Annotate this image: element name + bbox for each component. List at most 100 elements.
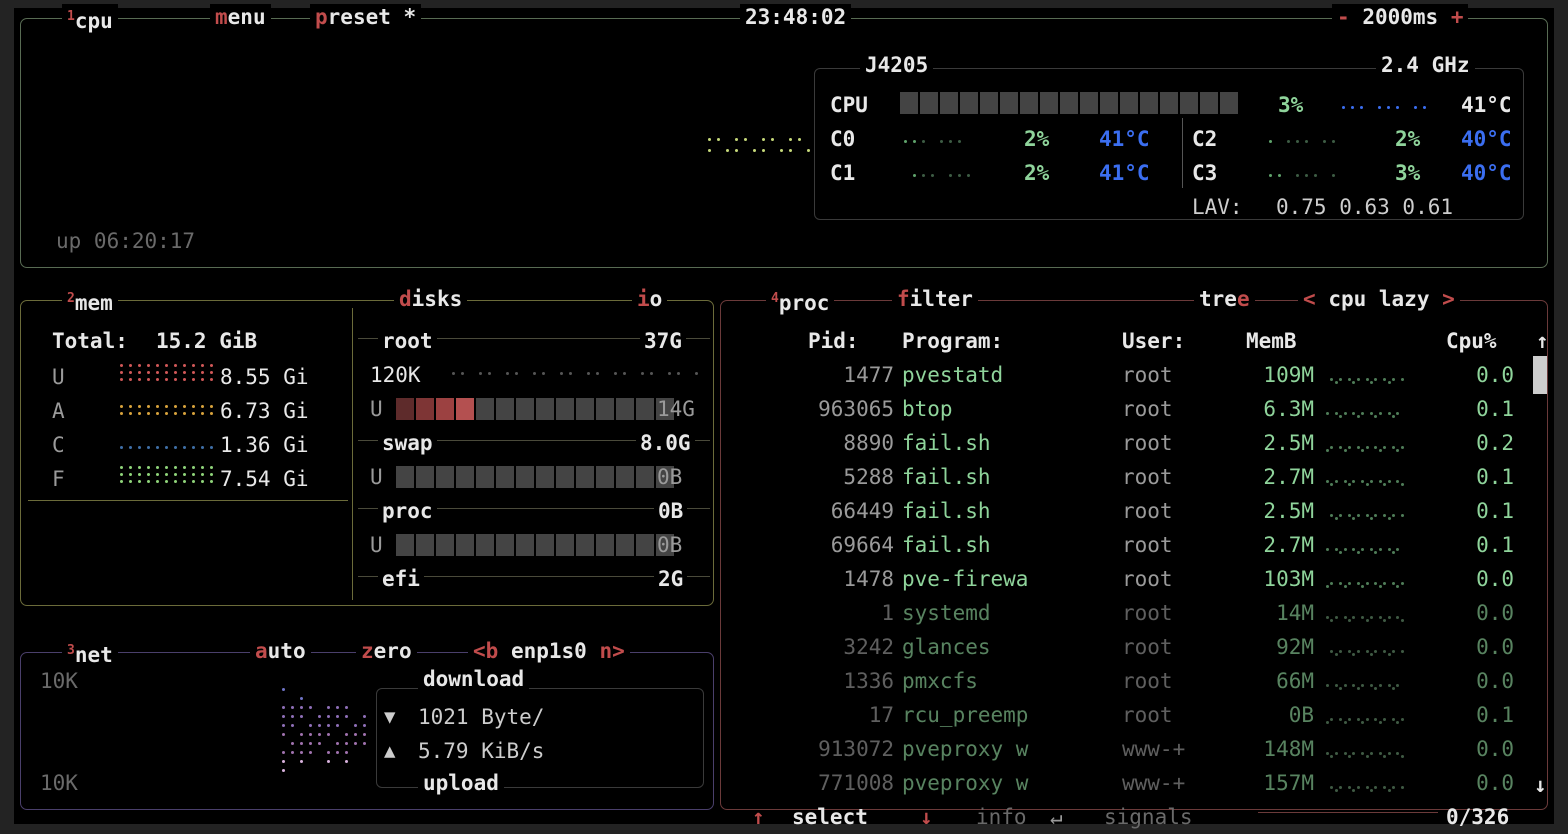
net-zero-toggle[interactable]: zero [356,638,417,664]
disk-rule-proc [358,508,710,509]
proc-tree-toggle[interactable]: tree [1194,286,1255,312]
proc-cell-cpu: 0.0 [1476,771,1514,795]
proc-cell-cpu: 0.0 [1476,669,1514,693]
proc-cell-program: fail.sh [902,431,991,455]
proc-panel-title[interactable]: 4proc [766,286,835,315]
proc-scrollbar-thumb[interactable] [1533,356,1547,394]
proc-footer-info-label[interactable]: info [976,805,1027,829]
mem-row-value-1: 6.73 Gi [220,399,309,423]
mem-divider [28,500,348,501]
cpu-panel-title-label: cpu [74,9,113,33]
proc-cell-mem: 0B [1288,703,1314,727]
net-scale-bottom: 10K [40,771,78,795]
cpu-preset-button[interactable]: preset * [310,4,422,30]
disk-name-0: root [378,324,437,358]
net-prev-interface-button[interactable]: <b [473,639,499,663]
proc-cell-user: root [1122,567,1173,591]
proc-col-user[interactable]: User: [1122,329,1186,353]
net-speed-box [376,688,704,788]
proc-cell-program: pve-firewa [902,567,1029,591]
proc-cell-cpu: 0.2 [1476,431,1514,455]
proc-sort-arrow-icon: ↑ [1536,329,1549,353]
proc-cpu-sparkline [1326,684,1406,690]
proc-cpu-sparkline [1326,514,1406,520]
proc-cell-user: root [1122,499,1173,523]
proc-cell-cpu: 0.0 [1476,363,1514,387]
proc-cell-pid: 1 [881,601,894,625]
proc-cpu-sparkline [1326,650,1406,656]
cpu-panel-index: 1 [67,9,75,24]
core-graph-2 [1269,140,1349,148]
uptime-label: up 06:20:17 [56,229,196,253]
proc-cell-mem: 14M [1276,601,1314,625]
proc-cell-user: www-+ [1122,737,1186,761]
proc-filter-button[interactable]: filter [892,286,978,312]
cpu-history-graph [708,138,818,168]
proc-cell-user: root [1122,465,1173,489]
disk-rule-swap [358,440,710,441]
proc-filter-label: ilter [909,287,973,311]
net-download-value: 1021 Byte/ [418,705,545,729]
net-panel-index: 3 [67,643,75,658]
cpu-panel-title[interactable]: 1cpu [62,4,118,33]
net-interface-selector[interactable]: <b enp1s0 n> [468,638,630,664]
proc-col-pid[interactable]: Pid: [808,329,859,353]
proc-cell-program: pvestatd [902,363,1004,387]
proc-col-mem[interactable]: MemB [1246,329,1297,353]
interval-minus-button[interactable]: - [1337,5,1350,29]
proc-sort-field: cpu lazy [1328,287,1430,311]
disks-title-label: isks [411,287,463,311]
proc-cell-pid: 1336 [843,669,894,693]
proc-scroll-down-icon[interactable]: ↓ [1534,773,1547,797]
proc-cell-pid: 5288 [843,465,894,489]
proc-cell-pid: 17 [868,703,894,727]
proc-footer-down-icon[interactable]: ↓ [920,805,933,829]
proc-footer-up-icon[interactable]: ↑ [752,805,765,829]
disks-title[interactable]: disks [394,286,468,312]
mem-panel [20,300,714,606]
net-panel-title[interactable]: 3net [62,638,118,667]
proc-sort-prev-button[interactable]: < [1303,287,1316,311]
proc-tree-label: tre [1199,287,1237,311]
proc-cell-program: btop [902,397,953,421]
net-next-interface-button[interactable]: n> [599,639,625,663]
cpu-preset-label: reset [327,5,391,29]
disks-io-toggle[interactable]: io [632,286,668,312]
proc-footer-signals-label[interactable]: signals [1104,805,1193,829]
proc-cell-cpu: 0.0 [1476,737,1514,761]
mem-row-key-1: A [52,399,65,423]
disk-size-0: 37G [640,324,686,358]
proc-col-program[interactable]: Program: [902,329,1004,353]
proc-cpu-sparkline [1326,548,1406,554]
mem-row-key-2: C [52,433,65,457]
proc-cell-mem: 92M [1276,635,1314,659]
proc-cell-cpu: 0.0 [1476,601,1514,625]
proc-cell-program: pmxcfs [902,669,978,693]
mem-row-value-2: 1.36 Gi [220,433,309,457]
mem-row-graph-3 [120,466,220,492]
mem-panel-index: 2 [67,291,75,306]
cpu-clock-label: 23:48:02 [745,5,847,29]
disk-free-1: 0B [657,465,683,489]
net-auto-toggle[interactable]: auto [250,638,311,664]
net-upload-value: 5.79 KiB/s [418,739,545,763]
proc-cpu-sparkline [1326,480,1406,486]
cpu-interval-controls[interactable]: - 2000ms + [1332,4,1469,30]
proc-cpu-sparkline [1326,718,1406,724]
cpu-detail-box [814,68,1524,220]
core-temp-1: 41°C [1099,161,1150,185]
proc-panel [720,300,1548,810]
proc-col-cpu[interactable]: Cpu% [1446,329,1497,353]
cpu-total-row-label: CPU [830,93,868,117]
net-upload-label: upload [418,770,504,796]
interval-plus-button[interactable]: + [1450,5,1464,29]
proc-sort-next-button[interactable]: > [1442,287,1455,311]
mem-row-graph-0 [120,364,220,390]
disk-size-1: 8.0G [636,426,695,460]
core-percent-2: 2% [1395,127,1421,151]
proc-sort-selector[interactable]: < cpu lazy > [1298,286,1460,312]
disks-io-label: o [649,287,663,311]
terminal-screen: 1cpu menu preset * 23:48:02 - 2000ms + J… [14,4,1554,829]
cpu-menu-button[interactable]: menu [210,4,271,30]
mem-panel-title[interactable]: 2mem [62,286,118,315]
